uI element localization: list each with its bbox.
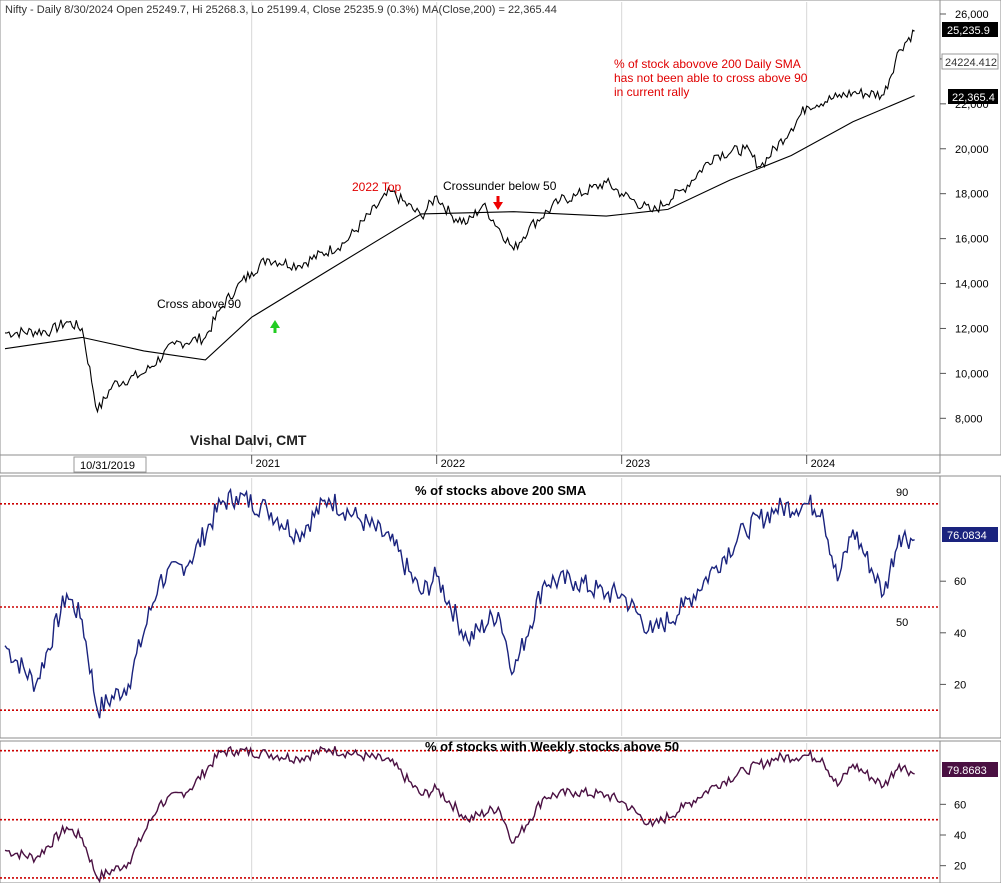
annotation-2022-top: 2022 Top — [352, 180, 401, 194]
y-tick-label: 26,000 — [955, 9, 989, 21]
x-tick-label: 2021 — [256, 458, 280, 470]
price-last-value: 25,235.9 — [947, 25, 990, 37]
price-pane — [0, 0, 941, 456]
pct200-series-line — [4, 487, 915, 719]
pct50w-last-value: 79.8683 — [947, 765, 987, 777]
grid-layer — [251, 2, 808, 881]
price-series-line — [4, 29, 915, 414]
annotation-note-line-3: in current rally — [614, 85, 689, 99]
chart-header: Nifty - Daily 8/30/2024 Open 25249.7, Hi… — [5, 4, 557, 16]
watermark: Vishal Dalvi, CMT — [190, 432, 307, 448]
ma-series-line — [4, 95, 915, 361]
up-arrow-icon — [270, 320, 280, 333]
price-last-tag: 25,235.9 — [942, 22, 998, 37]
x-tick-label: 2022 — [441, 458, 465, 470]
y-tick-label: 12,000 — [955, 323, 989, 335]
pct50w-series-line — [4, 745, 915, 883]
reference-lines — [0, 502, 940, 879]
x-tick-label: 2024 — [811, 458, 835, 470]
pct50w-pane — [0, 740, 941, 883]
pct50w-title: % of stocks with Weekly stocks above 50 — [425, 739, 679, 754]
ref-label-50: 50 — [896, 617, 908, 629]
y-tick-label: 60 — [954, 576, 966, 588]
series-layer — [4, 29, 915, 883]
annotation-crossunder-50: Crossunder below 50 — [443, 179, 557, 193]
y-tick-label: 14,000 — [955, 279, 989, 291]
y-tick-label: 60 — [954, 799, 966, 811]
price-axis — [939, 0, 1001, 456]
y-tick-label: 20 — [954, 679, 966, 691]
annotation-note-line-2: has not been able to cross above 90 — [614, 71, 808, 85]
ref-label-90: 90 — [896, 487, 908, 499]
pct200-title: % of stocks above 200 SMA — [415, 483, 587, 498]
cursor-price-value: 24224.412 — [945, 57, 997, 69]
cursor-price-tag: 24224.412 — [941, 53, 999, 70]
y-tick-label: 16,000 — [955, 234, 989, 246]
y-tick-label: 40 — [954, 628, 966, 640]
pct50w-last-tag: 79.8683 — [942, 762, 998, 777]
x-tick-label: 2023 — [626, 458, 650, 470]
annotation-cross-above-90: Cross above 90 — [157, 297, 241, 311]
cursor-date-box — [73, 456, 147, 473]
down-arrow-icon — [493, 196, 503, 210]
y-tick-label: 10,000 — [955, 368, 989, 380]
date-axis — [0, 454, 941, 474]
y-tick-label: 20 — [954, 861, 966, 873]
pct200-last-tag: 76.0834 — [942, 527, 998, 542]
y-tick-label: 8,000 — [955, 413, 983, 425]
y-tick-label: 20,000 — [955, 144, 989, 156]
pct200-pane — [0, 475, 941, 739]
pct200-axis — [939, 475, 1001, 739]
annotation-note-line-1: % of stock abovove 200 Daily SMA — [614, 57, 801, 71]
pct200-last-value: 76.0834 — [947, 530, 987, 542]
y-tick-label: 40 — [954, 830, 966, 842]
ma-last-tag: 22,365.4 — [948, 89, 998, 104]
cursor-date: 10/31/2019 — [80, 460, 135, 472]
y-tick-label: 18,000 — [955, 189, 989, 201]
ma-last-value: 22,365.4 — [952, 92, 995, 104]
